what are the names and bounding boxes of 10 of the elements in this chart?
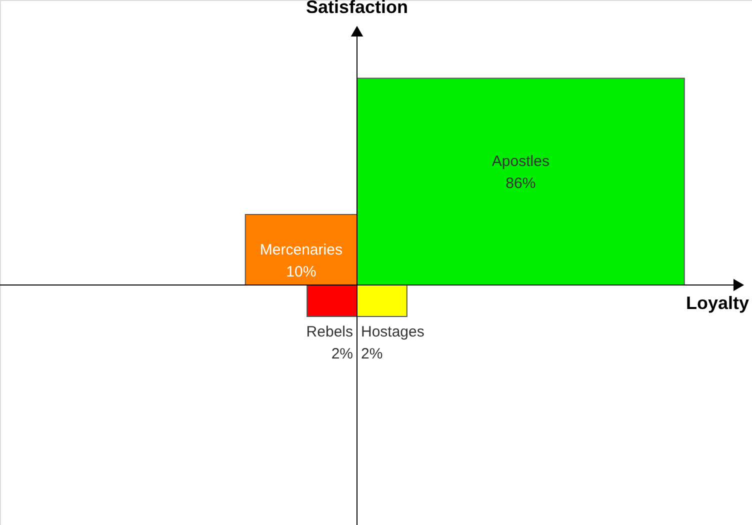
data-label: 2% xyxy=(331,346,353,363)
text: Satisfaction xyxy=(306,0,408,17)
category-label: Apostles xyxy=(492,152,550,170)
data-label: 2% xyxy=(361,346,383,363)
data-label: 10% xyxy=(286,264,316,281)
category-label: Hostages xyxy=(361,324,424,341)
text: Loyalty xyxy=(686,293,749,313)
category-label: Mercenaries xyxy=(260,242,342,259)
category-label: Rebels xyxy=(306,324,353,341)
data-label: 86% xyxy=(506,174,536,192)
